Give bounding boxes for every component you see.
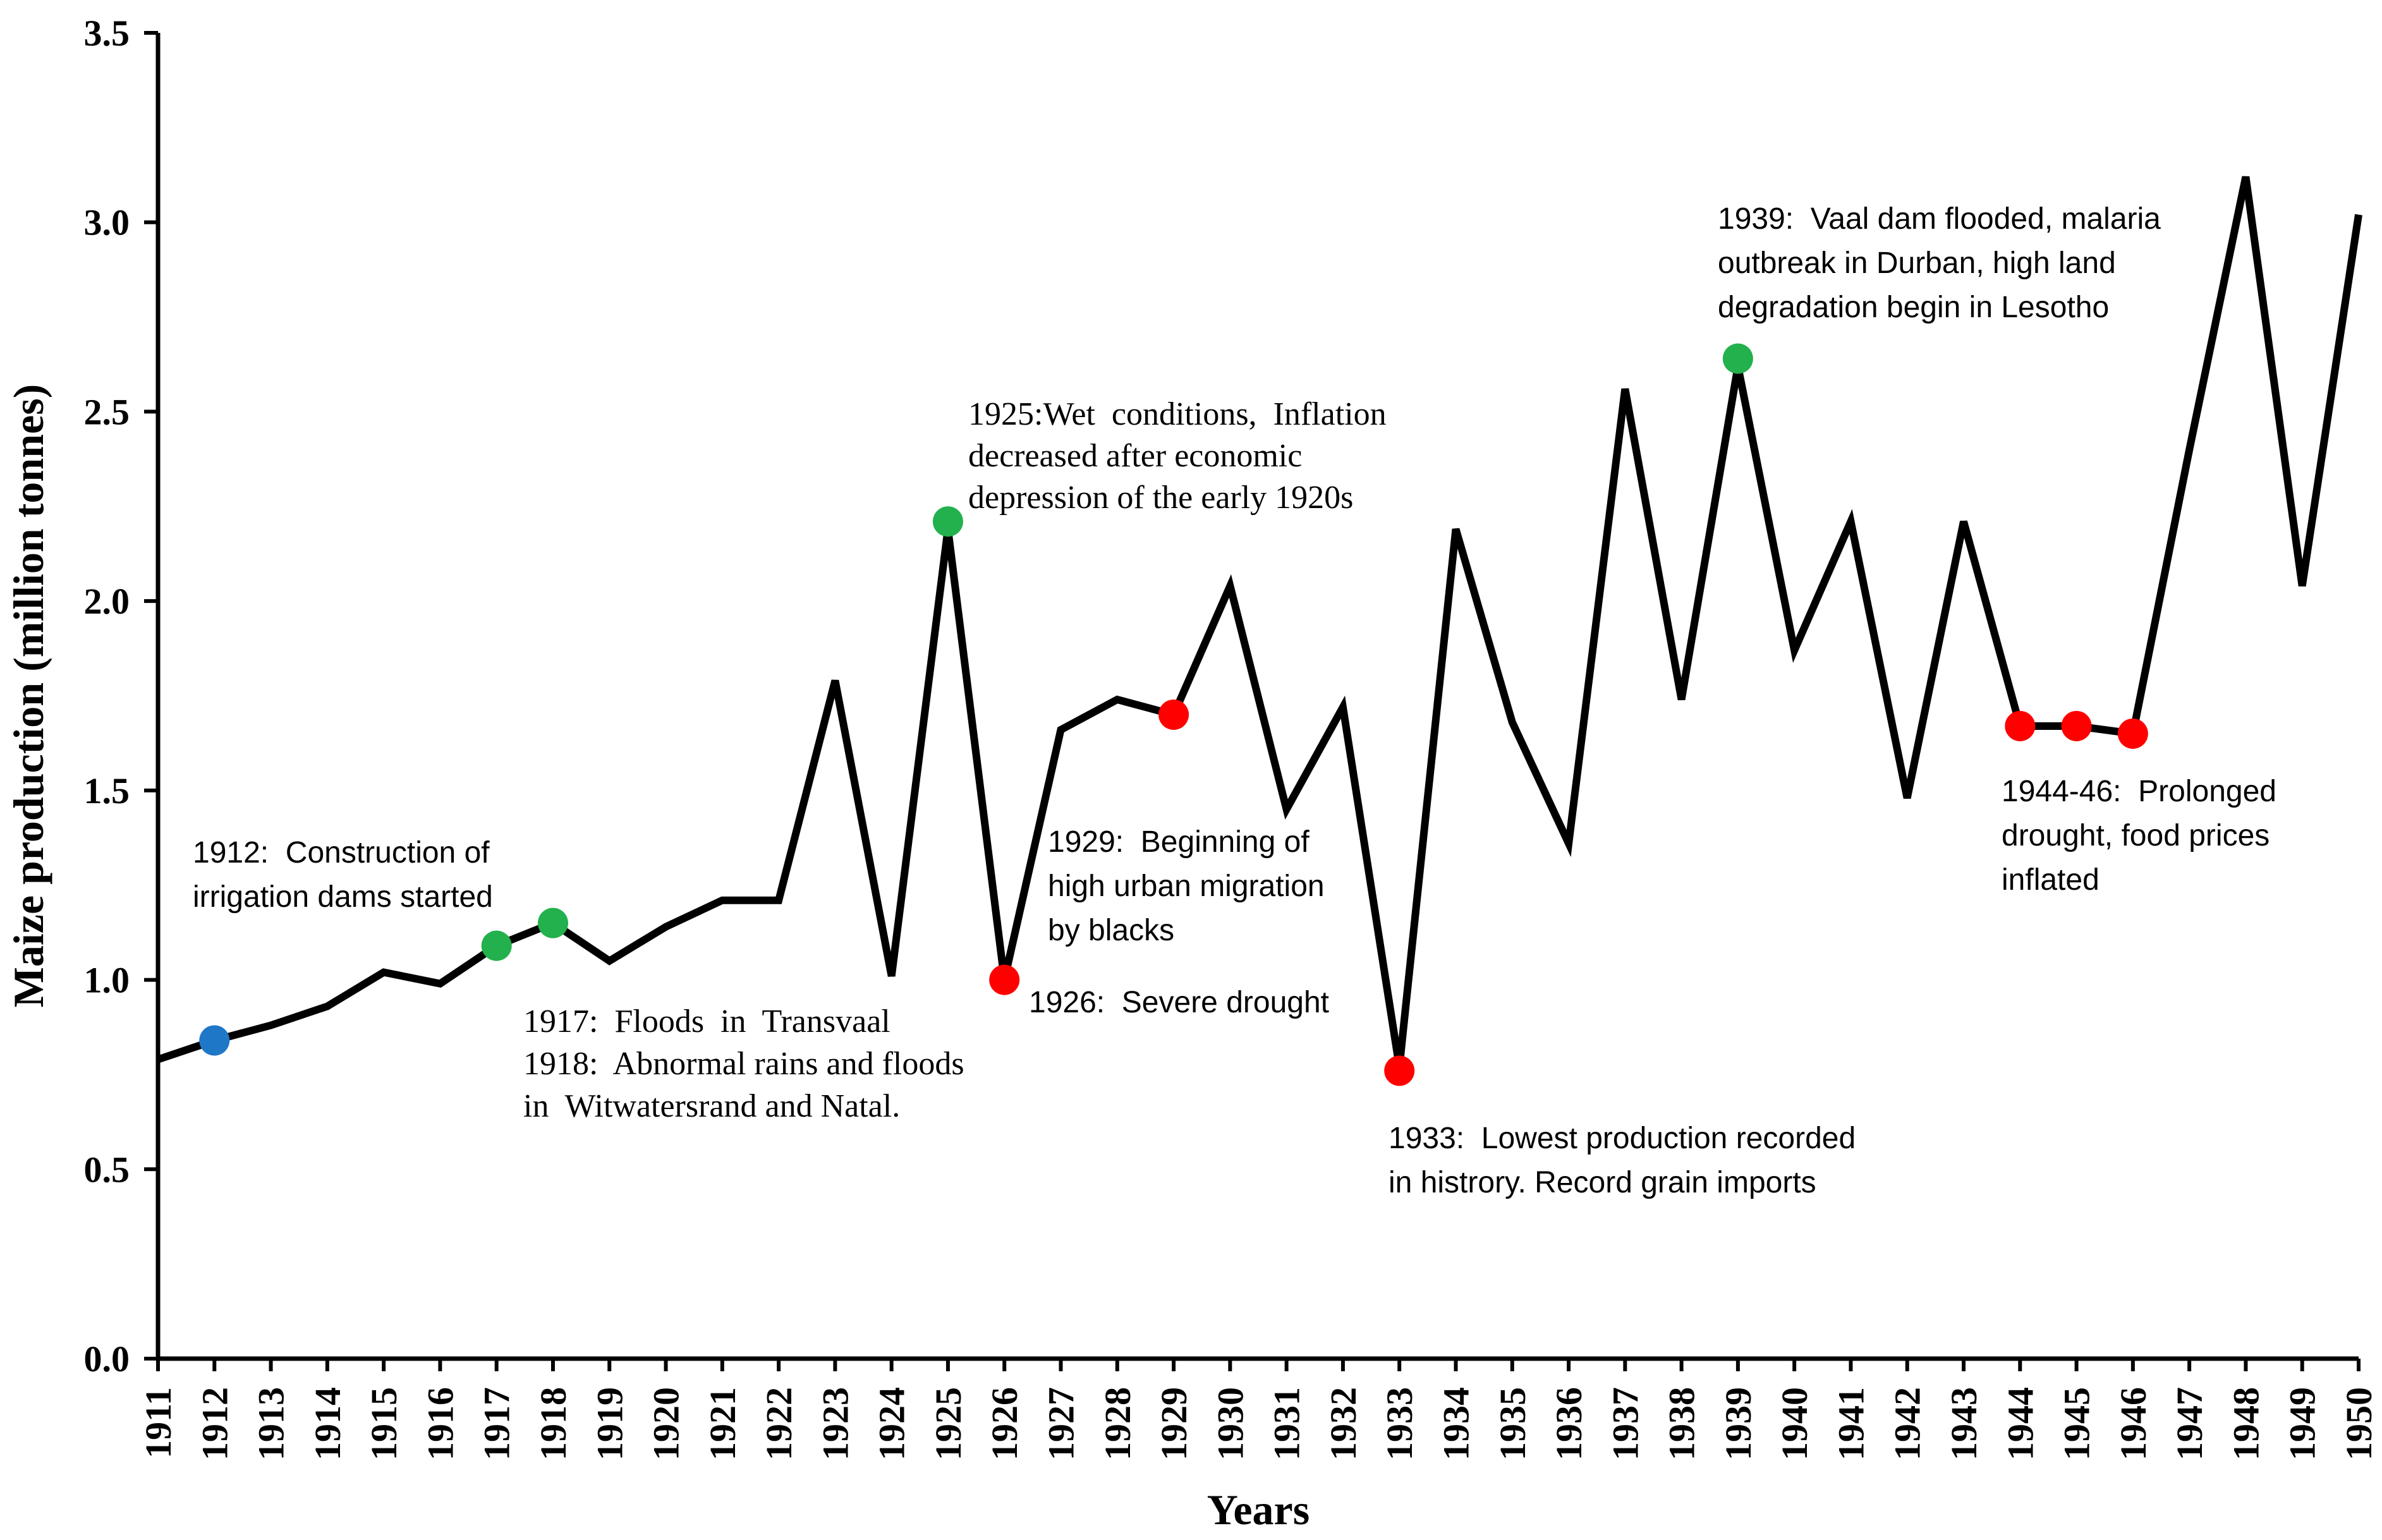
y-axis-title: Maize production (million tonnes): [4, 384, 52, 1008]
x-tick-label: 1943: [1943, 1387, 1984, 1460]
x-tick-label: 1948: [2225, 1387, 2266, 1460]
annotation-line: irrigation dams started: [193, 880, 493, 914]
annotation-line: high urban migration: [1048, 870, 1325, 903]
x-tick-label: 1941: [1830, 1387, 1871, 1460]
x-tick-label: 1919: [589, 1387, 630, 1460]
x-tick-label: 1949: [2282, 1387, 2323, 1460]
y-tick-label: 3.0: [84, 202, 130, 243]
x-axis-ticks: 1911 1912 1913 1914 1915 1916 1917 1918 1919 1920…: [138, 1359, 2379, 1460]
x-tick-label: 1928: [1097, 1387, 1138, 1460]
marker-1939: [1722, 343, 1753, 374]
x-tick-label: 1912: [194, 1387, 235, 1460]
x-tick-label: 1947: [2169, 1387, 2210, 1460]
y-axis-ticks: 0.0 0.5 1.0 1.5 2.0 2.5 3.0 3.5: [84, 13, 158, 1379]
x-tick-label: 1917: [477, 1387, 518, 1460]
x-tick-label: 1926: [984, 1387, 1025, 1460]
x-tick-label: 1915: [363, 1387, 404, 1460]
marker-1926: [989, 964, 1020, 995]
annotation-line: 1918: Abnormal rains and floods: [523, 1046, 964, 1082]
annotation-1912: 1912: Construction of irrigation dams sta…: [193, 836, 493, 914]
annotation-line: 1933: Lowest production recorded: [1388, 1122, 1856, 1155]
x-tick-label: 1914: [307, 1387, 348, 1460]
x-tick-label: 1933: [1379, 1387, 1420, 1460]
x-tick-label: 1942: [1887, 1387, 1928, 1460]
axes: [155, 33, 2359, 1361]
x-tick-label: 1931: [1267, 1387, 1308, 1460]
annotation-line: 1925:Wet conditions, Inflation: [968, 396, 1387, 432]
annotation-1939: 1939: Vaal dam flooded, malaria outbreak …: [1718, 202, 2161, 324]
x-tick-label: 1911: [138, 1387, 179, 1458]
annotation-line: degradation begin in Lesotho: [1718, 291, 2109, 324]
x-tick-label: 1918: [533, 1387, 574, 1460]
annotation-line: in histrory. Record grain imports: [1388, 1166, 1816, 1199]
y-tick-label: 2.0: [84, 581, 130, 622]
x-axis-title: Years: [1207, 1486, 1309, 1534]
annotation-1933: 1933: Lowest production recorded in histr…: [1388, 1122, 1856, 1199]
annotation-line: 1939: Vaal dam flooded, malaria: [1718, 202, 2161, 236]
x-tick-label: 1916: [420, 1387, 461, 1460]
x-tick-label: 1939: [1718, 1387, 1759, 1460]
annotation-1944-46: 1944-46: Prolonged drought, food prices in…: [2002, 775, 2276, 897]
x-tick-label: 1922: [758, 1387, 799, 1460]
y-tick-label: 1.5: [84, 770, 130, 811]
annotation-line: 1912: Construction of: [193, 836, 490, 870]
x-tick-label: 1945: [2057, 1387, 2098, 1460]
annotation-line: by blacks: [1048, 914, 1174, 947]
x-tick-label: 1927: [1041, 1387, 1082, 1460]
annotation-line: drought, food prices: [2002, 819, 2270, 852]
x-tick-label: 1935: [1492, 1387, 1533, 1460]
annotation-line: 1929: Beginning of: [1048, 825, 1309, 859]
annotation-line: outbreak in Durban, high land: [1718, 246, 2116, 280]
annotation-line: 1917: Floods in Transvaal: [523, 1003, 890, 1040]
x-tick-label: 1923: [815, 1387, 856, 1460]
x-tick-label: 1940: [1774, 1387, 1815, 1460]
annotation-line: 1944-46: Prolonged: [2002, 775, 2276, 808]
y-tick-label: 0.0: [84, 1338, 130, 1379]
marker-1925: [932, 506, 963, 537]
event-markers: [199, 343, 2148, 1086]
x-tick-label: 1930: [1210, 1387, 1251, 1460]
x-tick-label: 1925: [928, 1387, 969, 1460]
x-tick-label: 1938: [1662, 1387, 1703, 1460]
x-tick-label: 1929: [1153, 1387, 1194, 1460]
x-tick-label: 1920: [646, 1387, 687, 1460]
maize-production-line: [157, 176, 2362, 1068]
annotation-line: inflated: [2002, 863, 2099, 897]
annotation-1929: 1929: Beginning of high urban migration by…: [1048, 825, 1325, 947]
x-tick-label: 1950: [2338, 1387, 2379, 1460]
y-tick-label: 3.5: [84, 13, 130, 54]
x-tick-label: 1924: [872, 1387, 913, 1460]
marker-1946: [2117, 718, 2148, 749]
marker-1918: [537, 907, 568, 938]
annotations: 1912: Construction of irrigation dams sta…: [193, 202, 2276, 1199]
x-tick-label: 1936: [1548, 1387, 1589, 1460]
annotation-line: in Witwatersrand and Natal.: [523, 1088, 900, 1124]
annotation-1926: 1926: Severe drought: [1029, 986, 1329, 1019]
annotation-1925: 1925:Wet conditions, Inflation decreased …: [968, 396, 1387, 516]
annotation-line: decreased after economic: [968, 438, 1302, 474]
y-tick-label: 2.5: [84, 391, 130, 432]
x-tick-label: 1913: [251, 1387, 292, 1460]
x-tick-label: 1934: [1435, 1387, 1476, 1460]
x-tick-label: 1937: [1605, 1387, 1646, 1460]
marker-1929: [1158, 699, 1189, 730]
y-tick-label: 0.5: [84, 1149, 130, 1190]
y-tick-label: 1.0: [84, 960, 130, 1001]
x-tick-label: 1932: [1323, 1387, 1364, 1460]
annotation-line: depression of the early 1920s: [968, 480, 1353, 516]
annotation-line: 1926: Severe drought: [1029, 986, 1329, 1019]
annotation-1917-1918: 1917: Floods in Transvaal 1918: Abnormal …: [523, 1003, 964, 1124]
x-tick-label: 1921: [702, 1387, 743, 1460]
marker-1933: [1384, 1055, 1415, 1086]
marker-1912: [199, 1025, 230, 1056]
x-tick-label: 1946: [2113, 1387, 2154, 1460]
marker-1945: [2061, 710, 2092, 741]
marker-1944: [2005, 710, 2036, 741]
x-tick-label: 1944: [2000, 1387, 2041, 1460]
marker-1917: [481, 930, 512, 961]
